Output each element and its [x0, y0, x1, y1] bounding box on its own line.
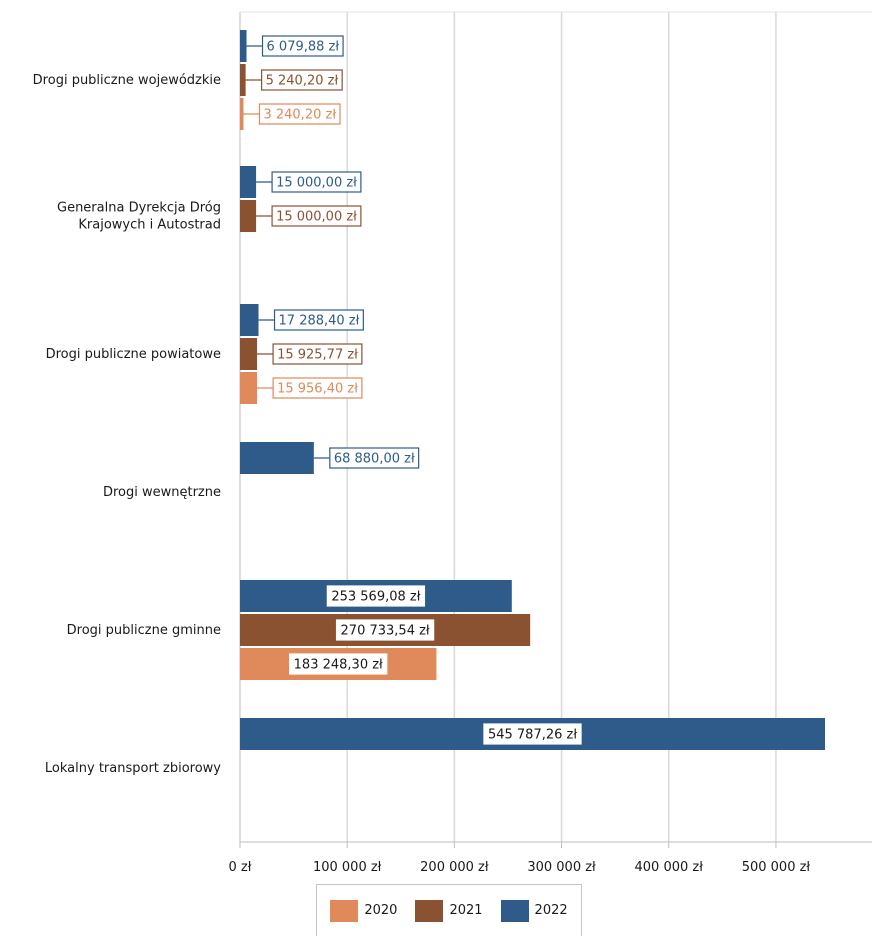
data-label-2021-generalna-dyrekcja-drog-krajowych-i-autostrad: 15 000,00 zł — [276, 210, 357, 225]
bar-2020-drogi-publiczne-powiatowe — [240, 372, 258, 404]
data-label-2022-drogi-publiczne-wojewodzkie: 6 079,88 zł — [267, 40, 340, 55]
legend-label-2022: 2022 — [534, 903, 568, 918]
legend-swatch-2021 — [415, 899, 444, 922]
data-label-2021-drogi-publiczne-gminne: 270 733,54 zł — [341, 624, 430, 639]
bar-2022-drogi-publiczne-wojewodzkie — [240, 30, 247, 62]
x-tick-label-4: 400 000 zł — [635, 860, 704, 875]
label-box-2022-lokalny-transport-zbiorowy — [483, 723, 582, 745]
label-box-2022-drogi-publiczne-powiatowe — [273, 309, 364, 331]
label-box-2021-drogi-publiczne-gminne — [335, 619, 435, 641]
bar-2021-drogi-publiczne-wojewodzkie — [240, 64, 246, 96]
label-box-2022-drogi-wewnetrzne — [329, 447, 420, 469]
label-box-2020-drogi-publiczne-wojewodzkie — [258, 103, 341, 125]
bar-2022-drogi-publiczne-powiatowe — [240, 304, 259, 336]
bar-chart: 0 zł 100 000 zł 200 000 zł 300 000 zł 400 00… — [33, 11, 872, 875]
legend: 2020 2021 2022 — [316, 884, 582, 936]
legend-swatch-2020 — [330, 899, 359, 922]
data-label-2021-drogi-publiczne-powiatowe: 15 925,77 zł — [277, 348, 358, 363]
legend-label-2021: 2021 — [449, 903, 483, 918]
label-box-2020-drogi-publiczne-powiatowe — [272, 377, 363, 399]
label-box-2020-drogi-publiczne-gminne — [289, 653, 388, 675]
data-label-2020-drogi-publiczne-powiatowe: 15 956,40 zł — [277, 382, 358, 397]
x-tick-label-5: 500 000 zł — [742, 860, 811, 875]
label-box-2021-drogi-publiczne-powiatowe — [272, 343, 363, 365]
category-label-drogi-publiczne-gminne: Drogi publiczne gminne — [67, 623, 221, 638]
bar-2022-drogi-wewnetrzne — [240, 442, 314, 474]
data-label-2022-lokalny-transport-zbiorowy: 545 787,26 zł — [488, 728, 577, 743]
bar-2022-generalna-dyrekcja-drog-krajowych-i-autostrad — [240, 166, 257, 198]
bar-2021-drogi-publiczne-powiatowe — [240, 338, 258, 370]
label-box-2022-drogi-publiczne-wojewodzkie — [261, 35, 344, 57]
data-label-2021-drogi-publiczne-wojewodzkie: 5 240,20 zł — [266, 74, 339, 89]
x-tick-label-1: 100 000 zł — [313, 860, 382, 875]
data-label-2022-drogi-wewnetrzne: 68 880,00 zł — [334, 452, 415, 467]
data-label-2020-drogi-publiczne-wojewodzkie: 3 240,20 zł — [263, 108, 336, 123]
legend-item-2020[interactable]: 2020 — [330, 899, 398, 922]
label-box-2021-generalna-dyrekcja-drog-krajowych-i-autostrad — [271, 205, 362, 227]
legend-item-2022[interactable]: 2022 — [500, 899, 568, 922]
category-label-generalna-dyrekcja-drog-krajowych-i-autostrad: Generalna Dyrekcja Dróg Krajowych i Autos… — [57, 201, 221, 233]
data-label-2022-drogi-publiczne-gminne: 253 569,08 zł — [331, 590, 420, 605]
data-label-2022-generalna-dyrekcja-drog-krajowych-i-autostrad: 15 000,00 zł — [276, 176, 357, 191]
category-label-lokalny-transport-zbiorowy: Lokalny transport zbiorowy — [45, 761, 221, 776]
data-label-2020-drogi-publiczne-gminne: 183 248,30 zł — [294, 658, 383, 673]
x-tick-label-3: 300 000 zł — [527, 860, 596, 875]
category-label-drogi-publiczne-wojewodzkie: Drogi publiczne wojewódzkie — [33, 73, 221, 88]
legend-item-2021[interactable]: 2021 — [415, 899, 483, 922]
x-tick-label-0: 0 zł — [229, 860, 252, 875]
bar-2020-drogi-publiczne-wojewodzkie — [240, 98, 244, 130]
label-box-2022-drogi-publiczne-gminne — [326, 585, 426, 607]
label-box-2021-drogi-publiczne-wojewodzkie — [261, 69, 343, 91]
bar-2021-generalna-dyrekcja-drog-krajowych-i-autostrad — [240, 200, 257, 232]
category-label-drogi-wewnetrzne: Drogi wewnętrzne — [103, 485, 221, 500]
x-tick-label-2: 200 000 zł — [420, 860, 489, 875]
data-label-2022-drogi-publiczne-powiatowe: 17 288,40 zł — [279, 314, 360, 329]
legend-swatch-2022 — [500, 899, 529, 922]
label-box-2022-generalna-dyrekcja-drog-krajowych-i-autostrad — [271, 171, 362, 193]
legend-label-2020: 2020 — [364, 903, 398, 918]
category-label-drogi-publiczne-powiatowe: Drogi publiczne powiatowe — [46, 347, 221, 362]
